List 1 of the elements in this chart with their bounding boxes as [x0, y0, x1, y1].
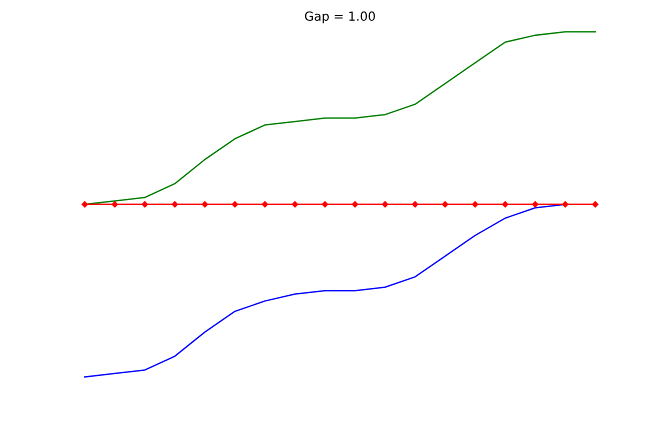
chart-title: Gap = 1.00 — [304, 11, 375, 24]
